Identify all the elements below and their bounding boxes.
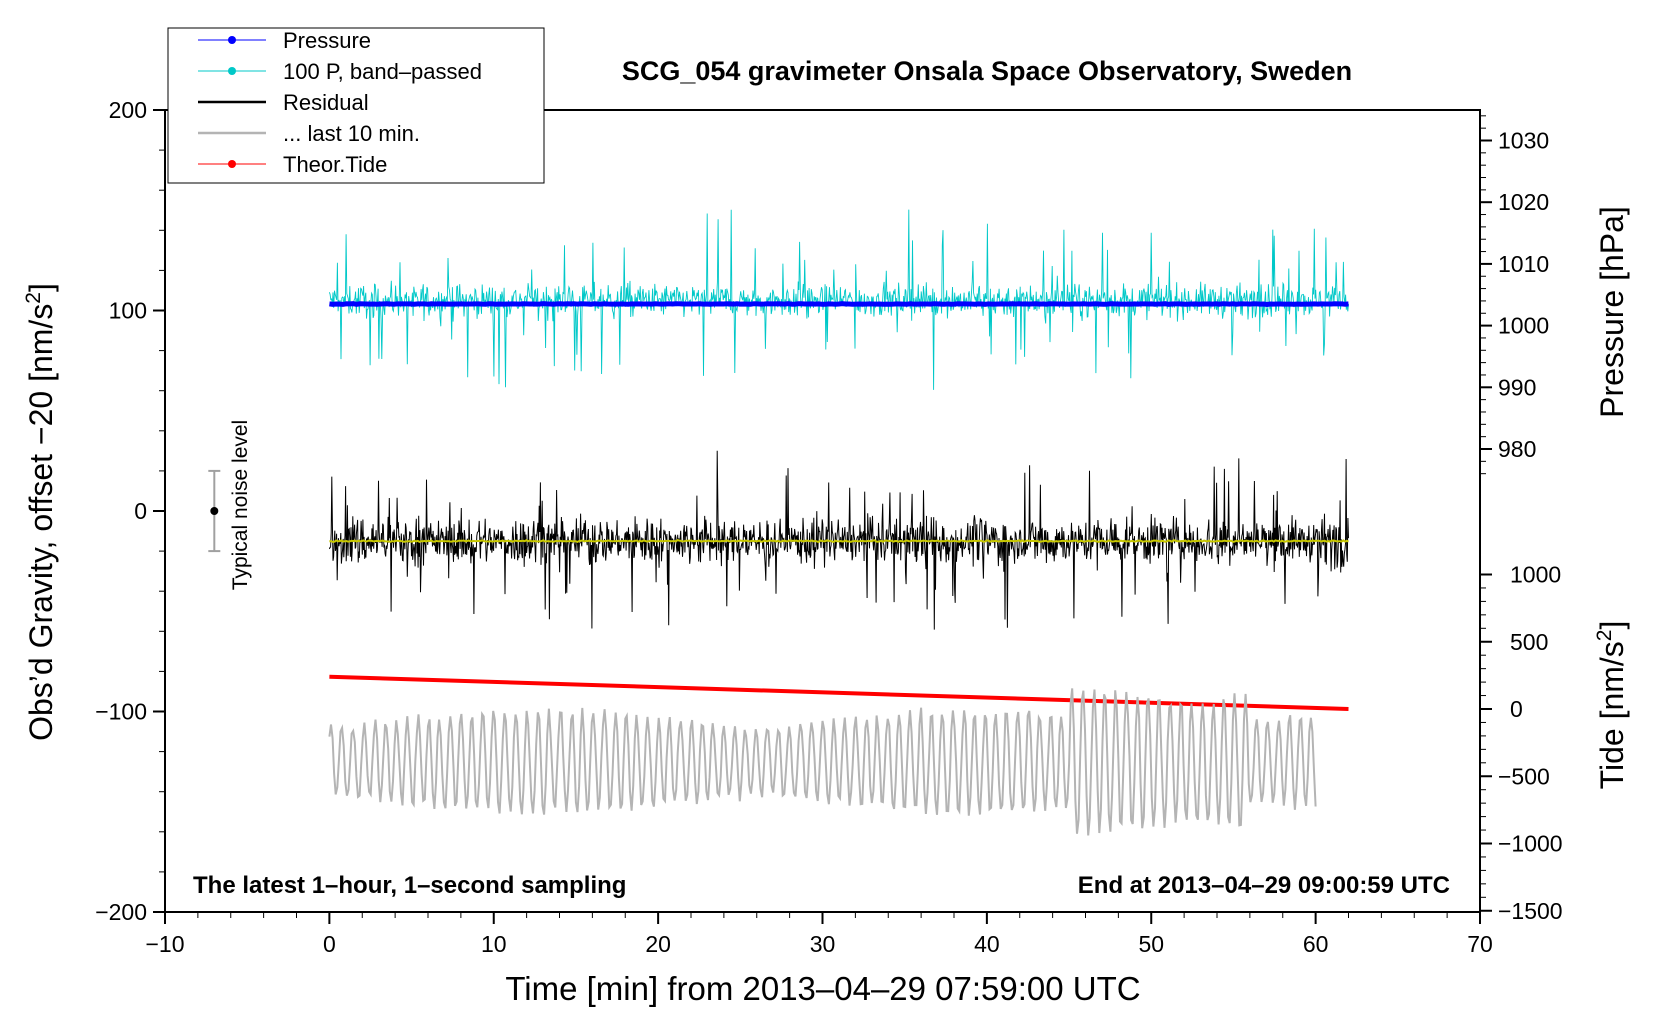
chart-title: SCG_054 gravimeter Onsala Space Observat… [622,56,1352,86]
tide-tick-label: 1000 [1510,562,1561,588]
series-pressure [329,301,1349,308]
x-tick-label: 60 [1303,931,1329,957]
y-axis-label-tide-close: ] [1594,621,1630,630]
x-tick-label: 70 [1467,931,1493,957]
series-residual-smoothed [329,539,1349,544]
pressure-line [329,301,1349,308]
x-axis-label: Time [min] from 2013–04–29 07:59:00 UTC [505,970,1140,1007]
y-axis-label-left-text: Obs’d Gravity, offset −20 [nm/s [23,304,59,741]
y-axis-label-left-close: ] [23,283,59,292]
tide-line [329,674,1349,711]
series-tide [329,674,1349,711]
y-axis-label-tide-text: Tide [nm/s [1594,641,1630,789]
pressure-tick-label: 1020 [1498,189,1549,215]
legend-label: Residual [283,90,369,115]
x-axis: −10 0 10 20 30 40 50 60 70 [145,912,1493,957]
x-tick-label: 20 [645,931,671,957]
tide-tick-label: −1000 [1498,831,1563,857]
y-tick-label: −100 [95,699,147,725]
legend-label: Theor.Tide [283,152,387,177]
pressure-tick-label: 1000 [1498,313,1549,339]
x-tick-label: 0 [323,931,336,957]
residual-line [328,450,1349,630]
pressure-tick-label: 1030 [1498,128,1549,154]
y-tick-label: 0 [134,498,147,524]
y-axis-label-tide: Tide [nm/s2] [1593,621,1630,790]
y-axis-right-tide: −1500 −1000 −500 0 500 1000 [1480,562,1563,924]
y-axis-label-left: Obs’d Gravity, offset −20 [nm/s2] [22,283,59,741]
annotation-latest-hour: The latest 1–hour, 1–second sampling [193,872,626,899]
y-axis-label-tide-sup: 2 [1593,630,1616,642]
legend-swatch-marker [228,160,236,168]
legend-label: Pressure [283,28,371,53]
last-10-min-line [328,688,1317,836]
annotation-end-time: End at 2013–04–29 09:00:59 UTC [1078,872,1450,899]
tide-tick-label: −1500 [1498,898,1563,924]
noise-level-bar [208,469,221,553]
residual-smoothed-line [329,539,1349,544]
cyan-bandpassed-line [328,209,1349,390]
x-tick-label: −10 [145,931,184,957]
legend-box [167,27,545,184]
x-tick-label: 50 [1138,931,1164,957]
legend: Pressure 100 P, band–passed Residual ... la… [167,27,545,184]
legend-swatch-marker [228,67,236,75]
x-tick-label: 30 [810,931,836,957]
series-last-10-min [328,688,1317,836]
x-tick-label: 40 [974,931,1000,957]
x-tick-label: 10 [481,931,507,957]
noise-bar-dot [210,507,219,515]
y-axis-right-pressure: 980 990 1000 1010 1020 1030 [1480,115,1549,475]
y-tick-label: 200 [109,97,147,123]
legend-swatch-marker [228,36,236,44]
y-tick-label: −200 [95,899,147,925]
tide-tick-label: 0 [1510,696,1523,722]
series-cyan-bandpassed [328,209,1349,390]
legend-label: 100 P, band–passed [283,59,482,84]
series-residual [328,450,1349,630]
y-axis-left: −200 −100 0 100 200 [95,97,165,925]
tide-tick-label: 500 [1510,629,1548,655]
y-axis-label-pressure: Pressure [hPa] [1594,206,1630,418]
legend-label: ... last 10 min. [283,121,420,146]
tide-tick-label: −500 [1498,763,1550,789]
pressure-tick-label: 980 [1498,436,1536,462]
pressure-tick-label: 1010 [1498,251,1549,277]
y-axis-label-left-sup: 2 [22,292,45,304]
pressure-tick-label: 990 [1498,374,1536,400]
noise-level-label: Typical noise level [229,420,252,590]
y-tick-label: 100 [109,298,147,324]
